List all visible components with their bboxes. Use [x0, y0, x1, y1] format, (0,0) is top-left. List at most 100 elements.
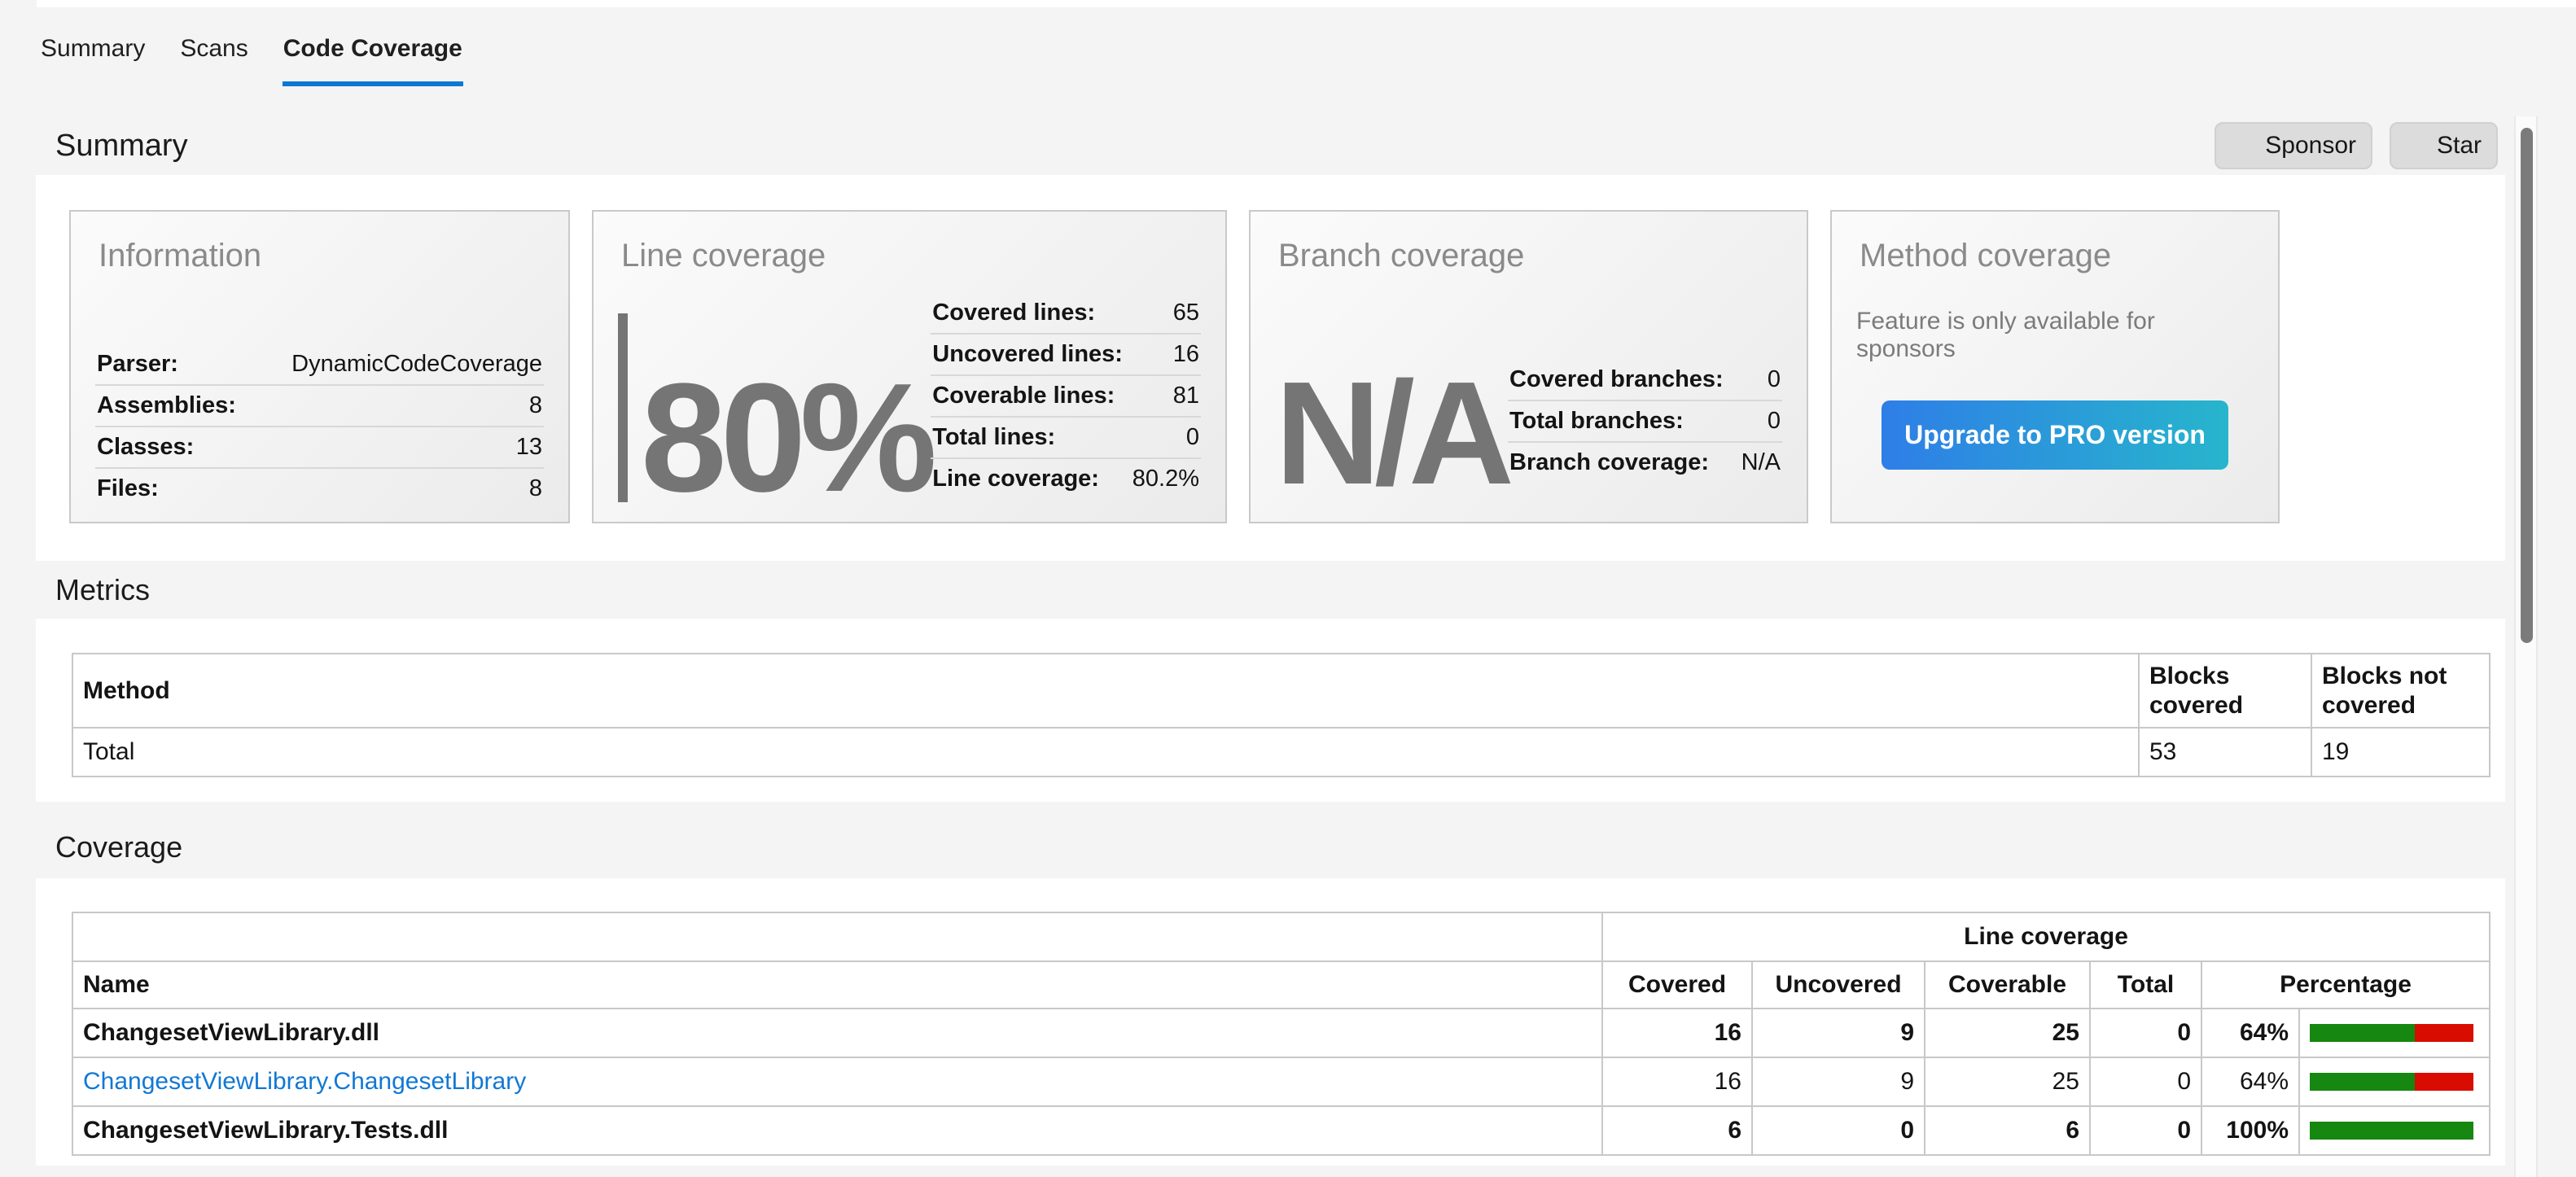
- coverage-empty-header-cell: [72, 912, 1603, 962]
- coverage-header-name[interactable]: Name: [72, 960, 1603, 1009]
- card-stat-value: N/A: [1741, 449, 1781, 475]
- branch-coverage-value: N/A: [1275, 352, 1514, 516]
- coverage-bar-green-segment: [2310, 1122, 2473, 1140]
- coverage-row-total: 0: [2089, 1105, 2202, 1156]
- card-stat-row: Branch coverage: N/A: [1508, 441, 1782, 483]
- metrics-table: Method Blocks covered Blocks not covered…: [72, 653, 2491, 777]
- coverage-table-row: ChangesetViewLibrary.Tests.dll 6 0 6 0 1…: [72, 1105, 2491, 1156]
- coverage-column-header-row: Name Covered Uncovered Coverable Total P…: [72, 960, 2491, 1009]
- card-stat-value: 65: [1172, 300, 1199, 326]
- card-stat-label: Covered branches:: [1509, 366, 1724, 392]
- branch-coverage-card: Branch coverage N/A Covered branches: 0 …: [1249, 210, 1808, 523]
- coverage-panel: Line coverage Name Covered Uncovered Cov…: [36, 878, 2505, 1166]
- coverage-row-percentage: 100%: [2201, 1105, 2300, 1156]
- coverage-row-coverable: 25: [1924, 1057, 2091, 1107]
- coverage-header-covered[interactable]: Covered: [1601, 960, 1753, 1009]
- coverage-row-uncovered: 9: [1751, 1057, 1925, 1107]
- card-stat-value: 80.2%: [1132, 466, 1199, 492]
- coverage-header-total[interactable]: Total: [2089, 960, 2202, 1009]
- sponsor-feature-message: Feature is only available for sponsors: [1856, 307, 2155, 362]
- coverage-header-coverable[interactable]: Coverable: [1924, 960, 2091, 1009]
- card-stat-row: Uncovered lines: 16: [931, 333, 1201, 374]
- metrics-total-label: Total: [72, 727, 2140, 777]
- summary-cards: Information Parser: DynamicCodeCoverage …: [36, 175, 2505, 523]
- coverage-row-uncovered: 0: [1751, 1105, 1925, 1156]
- metrics-header-row: Method Blocks covered Blocks not covered: [72, 653, 2491, 729]
- card-stat-label: Coverable lines:: [932, 383, 1115, 409]
- scrollbar-track[interactable]: [2514, 116, 2538, 1177]
- line-coverage-percent: 80%: [641, 352, 937, 525]
- page-title: Summary: [55, 129, 188, 163]
- line-coverage-card-title: Line coverage: [621, 238, 826, 273]
- card-stat-row: Parser: DynamicCodeCoverage: [95, 344, 544, 384]
- sponsor-button[interactable]: Sponsor: [2215, 122, 2372, 169]
- card-stat-row: Classes: 13: [95, 426, 544, 467]
- line-coverage-body: 80% Covered lines: 65 Uncovered lines: 1…: [618, 274, 1201, 525]
- scrollbar-thumb[interactable]: [2521, 128, 2533, 643]
- branch-coverage-body: N/A Covered branches: 0 Total branches: …: [1275, 274, 1782, 516]
- card-stat-label: Classes:: [97, 434, 195, 460]
- card-stat-row: Total lines: 0: [931, 416, 1201, 457]
- coverage-group-header-row: Line coverage: [72, 912, 2491, 962]
- coverage-section-heading: Coverage: [55, 830, 183, 864]
- coverage-row-name: ChangesetViewLibrary.Tests.dll: [83, 1117, 449, 1144]
- coverage-table-row: ChangesetViewLibrary.ChangesetLibrary 16…: [72, 1057, 2491, 1107]
- coverage-row-percentage: 64%: [2201, 1057, 2300, 1107]
- line-coverage-rows: Covered lines: 65 Uncovered lines: 16 Co…: [931, 293, 1201, 499]
- method-coverage-card-title: Method coverage: [1860, 238, 2112, 273]
- card-stat-row: Files: 8: [95, 467, 544, 509]
- card-stat-label: Total branches:: [1509, 408, 1684, 434]
- line-coverage-big-number: 80%: [618, 313, 937, 525]
- coverage-bar: [2310, 1122, 2473, 1140]
- card-stat-value: 81: [1172, 383, 1199, 409]
- coverage-row-name[interactable]: ChangesetViewLibrary.ChangesetLibrary: [83, 1068, 527, 1095]
- card-stat-value: 8: [528, 392, 542, 418]
- metrics-section-heading: Metrics: [55, 573, 150, 606]
- coverage-row-total: 0: [2089, 1057, 2202, 1107]
- coverage-table: Line coverage Name Covered Uncovered Cov…: [72, 912, 2491, 1156]
- coverage-bar-green-segment: [2310, 1024, 2415, 1042]
- card-stat-label: Branch coverage:: [1509, 449, 1709, 475]
- card-stat-value: 0: [1185, 424, 1199, 450]
- tab-code-coverage[interactable]: Code Coverage: [282, 34, 463, 86]
- metrics-header-blocks-not-covered[interactable]: Blocks not covered: [2311, 653, 2491, 729]
- metrics-header-method[interactable]: Method: [72, 653, 2140, 729]
- card-stat-row: Line coverage: 80.2%: [931, 457, 1201, 499]
- coverage-row-covered: 6: [1601, 1105, 1753, 1156]
- method-coverage-body: Feature is only available for sponsors U…: [1856, 274, 2254, 502]
- summary-panel: Information Parser: DynamicCodeCoverage …: [36, 175, 2505, 561]
- star-button[interactable]: Star: [2390, 122, 2498, 169]
- metrics-header-blocks-covered[interactable]: Blocks covered: [2138, 653, 2312, 729]
- metrics-panel: Method Blocks covered Blocks not covered…: [36, 619, 2505, 802]
- coverage-row-covered: 16: [1601, 1008, 1753, 1058]
- card-stat-value: 16: [1172, 341, 1199, 367]
- tab-scans[interactable]: Scans: [180, 35, 248, 62]
- coverage-row-covered: 16: [1601, 1057, 1753, 1107]
- card-stat-value: 8: [528, 475, 542, 501]
- card-stat-row: Covered lines: 65: [931, 293, 1201, 333]
- coverage-bar: [2310, 1073, 2473, 1091]
- branch-coverage-big-number: N/A: [1275, 352, 1514, 516]
- coverage-row-total: 0: [2089, 1008, 2202, 1058]
- tab-summary[interactable]: Summary: [41, 35, 146, 62]
- tab-bar: Summary Scans Code Coverage: [40, 34, 463, 86]
- card-stat-row: Assemblies: 8: [95, 384, 544, 426]
- coverage-header-percentage[interactable]: Percentage: [2200, 960, 2491, 1009]
- card-stat-label: Assemblies:: [97, 392, 236, 418]
- card-stat-value: DynamicCodeCoverage: [291, 351, 542, 377]
- card-stat-row: Covered branches: 0: [1508, 360, 1782, 400]
- line-coverage-accent-bar: [618, 313, 628, 502]
- card-stat-value: 0: [1767, 408, 1781, 434]
- coverage-header-uncovered[interactable]: Uncovered: [1751, 960, 1925, 1009]
- coverage-row-percentage: 64%: [2201, 1008, 2300, 1058]
- coverage-bar-green-segment: [2310, 1073, 2415, 1091]
- branch-coverage-rows: Covered branches: 0 Total branches: 0 Br…: [1508, 360, 1782, 483]
- metrics-total-blocks-covered: 53: [2138, 727, 2312, 777]
- upgrade-pro-button[interactable]: Upgrade to PRO version: [1882, 400, 2228, 470]
- card-stat-label: Parser:: [97, 351, 178, 377]
- metrics-total-blocks-not-covered: 19: [2311, 727, 2491, 777]
- information-rows: Parser: DynamicCodeCoverage Assemblies: …: [95, 344, 544, 509]
- card-stat-row: Coverable lines: 81: [931, 374, 1201, 416]
- coverage-row-coverable: 25: [1924, 1008, 2091, 1058]
- card-stat-value: 13: [515, 434, 542, 460]
